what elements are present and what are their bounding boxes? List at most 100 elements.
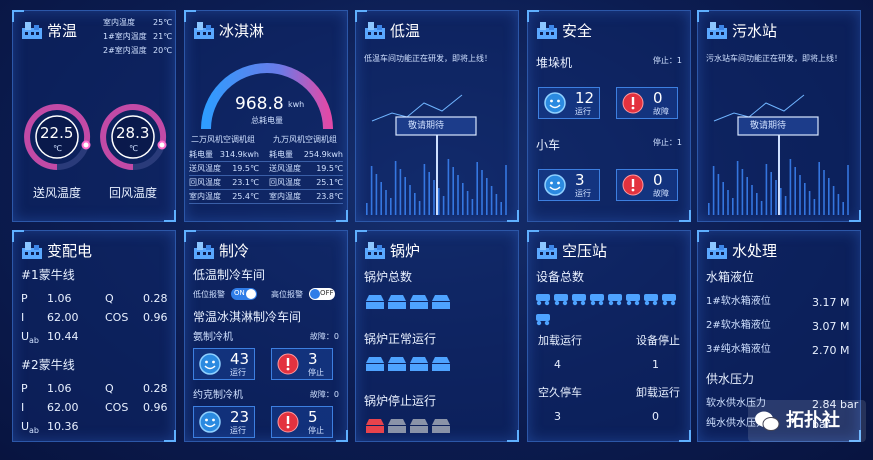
group-name: 小车	[536, 138, 561, 152]
panel-low-temp: 低温 低温车间功能正在研发，即将上线！ 敬请期待	[355, 10, 519, 222]
shape	[551, 32, 554, 35]
machine-fault: 故障：0	[309, 332, 339, 341]
compressor-icon	[626, 294, 640, 301]
status-box-alert: 3 停止	[271, 348, 333, 380]
row-value: 25.4℃	[232, 192, 259, 201]
shape	[721, 32, 724, 35]
decor-bar	[775, 180, 777, 215]
shape	[206, 245, 211, 250]
shape	[377, 25, 382, 30]
level-value: 3.07 M	[812, 320, 850, 333]
shape	[157, 140, 167, 150]
status-label: 故障	[653, 189, 669, 198]
section-title: 常温冰淇淋制冷车间	[193, 310, 302, 324]
decor-bar	[486, 178, 488, 215]
shape	[100, 104, 167, 170]
boiler-icon	[366, 364, 384, 371]
shape	[25, 242, 31, 250]
notice-text: 污水站车间功能正在研发，即将上线！	[706, 54, 842, 63]
boiler-icon	[432, 419, 450, 425]
shape	[540, 32, 543, 35]
status-value: 0	[653, 171, 663, 189]
shape	[710, 32, 713, 35]
decor-bar	[808, 191, 811, 215]
compressor-icon	[598, 300, 604, 306]
decor-bar	[481, 170, 483, 215]
decor-bar	[476, 162, 478, 215]
decor-bar	[818, 162, 820, 215]
shape	[544, 174, 566, 196]
boiler-icon	[432, 302, 450, 309]
param-value: 10.44	[47, 330, 79, 343]
pressure-value: bar	[812, 418, 831, 431]
shape	[111, 115, 155, 159]
shape	[550, 99, 553, 103]
compressor-icon	[554, 294, 568, 301]
alarm-toggle: ON	[231, 288, 257, 300]
separator	[189, 175, 343, 176]
decor-bar	[741, 169, 744, 215]
status-box-alert: 0 故障	[616, 169, 678, 201]
stat-label: 设备停止	[636, 334, 680, 347]
panel-title: 常温	[47, 22, 78, 40]
decor-bar	[789, 159, 792, 215]
compressor-icon	[634, 300, 640, 306]
indoor-value: 20℃	[153, 46, 173, 55]
decor-bar	[390, 198, 392, 215]
shape	[549, 25, 554, 30]
status-label: 运行	[230, 368, 246, 377]
stat-value: 1	[652, 358, 659, 371]
sign-text: 敬请期待	[750, 121, 787, 131]
pressure-label: 纯水供水压力	[706, 418, 766, 429]
status-label: 故障	[653, 107, 669, 116]
shape	[710, 252, 713, 255]
shape	[374, 32, 377, 35]
decor-bar	[404, 177, 406, 215]
alarm-state: OFF	[320, 289, 334, 297]
compressor-icon	[572, 294, 586, 301]
shape	[546, 252, 549, 255]
boiler-icon	[388, 419, 406, 425]
row-label: 室内温度	[189, 192, 221, 201]
stat-value: 0	[652, 410, 659, 423]
boiler-icon	[366, 419, 384, 425]
boiler-icon	[410, 302, 428, 309]
param-value: 1.06	[47, 292, 72, 305]
alert-icon	[622, 92, 644, 114]
panel-title: 制冷	[219, 242, 250, 260]
decor-bar	[505, 165, 507, 215]
shape	[710, 22, 716, 30]
panel-sewage: 污水站 污水站车间功能正在研发，即将上线！ 敬请期待	[697, 10, 861, 222]
decor-bar	[756, 193, 758, 215]
compressor-icon	[536, 300, 542, 306]
panel-cooling: 制冷 低温制冷车间 低位报警 ON 高位报警 OFF 常温冰淇淋制冷车间 氨制冷机 故障：0 43…	[184, 230, 348, 442]
decor-bar	[399, 169, 402, 215]
shape	[762, 417, 780, 431]
stat-label: 空久停车	[538, 386, 582, 399]
separator	[189, 161, 343, 162]
alarm-label: 高位报警	[271, 290, 303, 299]
param-label: U	[21, 420, 30, 433]
shape	[374, 252, 377, 255]
decor-bar	[799, 175, 801, 215]
compressor-icon	[590, 300, 596, 306]
boiler-icon	[388, 426, 406, 433]
compressor-icon	[608, 294, 622, 301]
shape	[24, 104, 91, 170]
boiler-icon	[410, 295, 428, 301]
shape	[203, 32, 206, 35]
status-box-alert: 5 停止	[271, 406, 333, 438]
shape	[550, 181, 553, 185]
shape	[205, 418, 208, 422]
compressor-icon	[590, 294, 604, 301]
panel-normal-temp: 常温 室内温度 25℃ 1#室内温度 21℃ 2#室内温度 20℃ 22.5 ℃ 送风温度 28.3…	[12, 10, 176, 222]
decor-bar	[438, 188, 440, 215]
decor-line	[713, 94, 805, 122]
boiler-icon	[432, 364, 450, 371]
panel-title: 冰淇淋	[219, 22, 265, 40]
status-box-ok: 43 运行	[193, 348, 255, 380]
decor-bar	[442, 196, 445, 215]
boiler-icon	[410, 426, 428, 433]
decor-bar	[423, 164, 426, 215]
group-stopped: 停止：1	[652, 138, 682, 147]
